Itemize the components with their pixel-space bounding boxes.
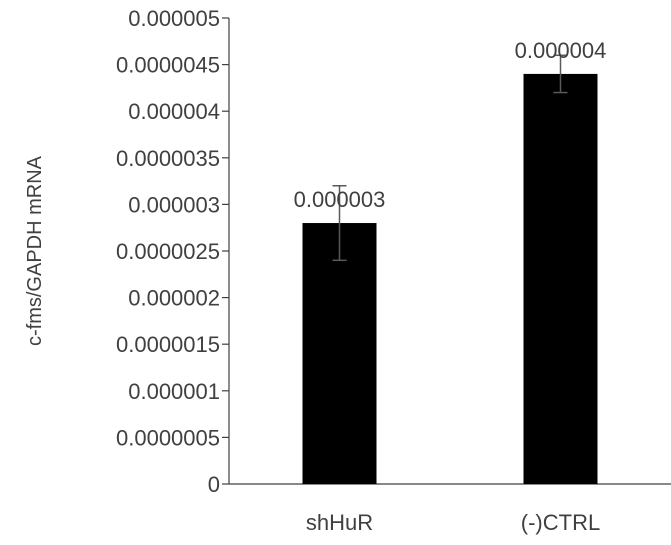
bar-0 [302, 223, 377, 485]
y-axis-title-group: c-fms/GAPDH mRNA [24, 155, 46, 346]
y-tick-label: 0 [208, 472, 220, 497]
y-tick-label: 0.0000045 [116, 53, 220, 78]
bars-group: 0.000003 0.000004 [294, 38, 607, 485]
error-bar-1 [553, 54, 568, 94]
y-tick-label: 0.000002 [128, 286, 220, 311]
y-tick-label: 0.0000025 [116, 239, 220, 264]
x-tick-label-0: shHuR [306, 510, 373, 535]
x-tick-label-1: (-)CTRL [521, 510, 600, 535]
y-axis-ticks: 0 0.0000005 0.000001 0.0000015 0.000002 0.000… [116, 6, 229, 497]
y-tick-label: 0.000005 [128, 6, 220, 31]
y-tick-label: 0.0000015 [116, 332, 220, 357]
bar-1 [523, 73, 598, 485]
error-bar-0 [332, 185, 347, 262]
y-tick-label: 0.000003 [128, 192, 220, 217]
x-axis-ticks: shHuR (-)CTRL [306, 510, 600, 535]
data-label-1: 0.000004 [515, 38, 607, 63]
y-tick-label: 0.000004 [128, 99, 220, 124]
data-label-0: 0.000003 [294, 187, 386, 212]
y-axis-title: c-fms/GAPDH mRNA [24, 155, 46, 346]
y-tick-label: 0.0000035 [116, 146, 220, 171]
y-tick-label: 0.000001 [128, 379, 220, 404]
y-tick-label: 0.0000005 [116, 425, 220, 450]
